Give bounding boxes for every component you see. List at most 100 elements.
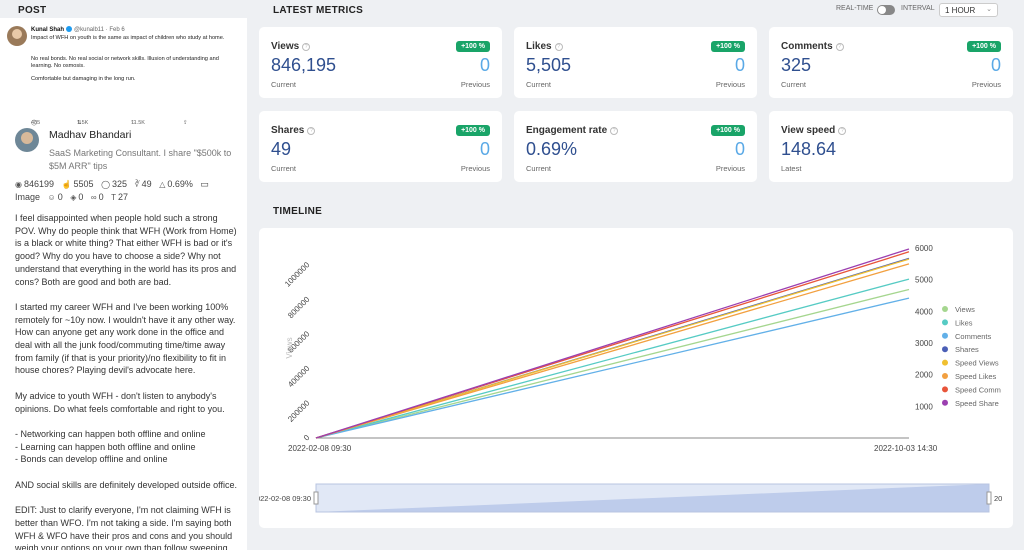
help-icon[interactable]: ? [307, 127, 316, 135]
realtime-toggle[interactable] [877, 5, 895, 15]
help-icon[interactable]: ? [835, 43, 844, 51]
flame-icon: △ [159, 180, 166, 189]
y-left-tick-label: 400000 [286, 364, 312, 390]
stat-1: ☺ 0 [48, 192, 63, 202]
metric-card-likes: Likes? +100 % 5,505 0 Current Previous [514, 27, 757, 98]
text-size-icon: T [111, 193, 117, 202]
legend-label: Speed Comm [955, 385, 1001, 394]
legend-swatch [942, 306, 948, 312]
embedded-tweet[interactable]: Kunal Shah @kunalb11 · Feb 6 Impact of WF… [7, 24, 240, 134]
share-icon[interactable]: ⇪ [183, 120, 188, 126]
metric-title-text: Engagement rate [526, 125, 608, 136]
metric-previous: 0 [479, 55, 490, 75]
thumbs-up-icon: ☝ [61, 180, 72, 189]
metric-current: 5,505 [526, 55, 572, 75]
stat-value: 27 [118, 192, 129, 202]
post-paragraph: EDIT: Just to clarify everyone, I'm not … [15, 505, 233, 550]
tweet-author-name: Kunal Shah [31, 27, 65, 33]
tag-icon: ◈ [70, 193, 77, 202]
metric-card-shares: Shares? +100 % 49 0 Current Previous [259, 111, 502, 182]
y-right-tick-label: 6000 [915, 244, 933, 253]
post-paragraph: - Networking can happen both offline and… [15, 428, 206, 465]
verified-icon [66, 26, 73, 32]
stat-shares: ∛ 49 [135, 179, 152, 189]
y-left-tick-label: 800000 [286, 294, 312, 320]
author-bio: SaaS Marketing Consultant. I share "$500… [49, 148, 232, 171]
slider-handle-right [986, 491, 992, 505]
change-badge: +100 % [711, 41, 745, 52]
legend-label: Speed Share [955, 399, 999, 408]
retweet-count: 1.5K [77, 120, 89, 126]
metric-previous: 0 [734, 55, 745, 75]
stat-comments: ◯ 325 [101, 179, 127, 189]
latest-metrics-title: LATEST METRICS [273, 5, 364, 16]
change-badge: +100 % [456, 41, 490, 52]
y-right-tick-label: 5000 [915, 276, 933, 285]
post-paragraph: My advice to youth WFH - don't listen to… [15, 390, 225, 414]
metric-card-view-speed: View speed? 148.64 Latest [769, 111, 1013, 182]
reply-count: 485 [31, 120, 41, 126]
series-line-likes [315, 278, 910, 439]
change-badge: +100 % [967, 41, 1001, 52]
realtime-label: REAL-TIME [836, 5, 874, 12]
heart-icon: ♡ [131, 120, 136, 126]
stat-4: T 27 [111, 192, 128, 202]
author-avatar [15, 128, 39, 152]
help-icon[interactable]: ? [554, 43, 563, 51]
metric-current: 846,195 [271, 55, 337, 75]
legend-swatch [942, 399, 948, 406]
post-section-title: POST [18, 5, 47, 16]
retweet-icon: ⇅ [77, 120, 82, 126]
help-icon[interactable]: ? [610, 127, 619, 135]
change-badge: +100 % [456, 125, 490, 136]
stat-value: 0.69% [167, 179, 193, 189]
series-line-speed-share [315, 248, 910, 439]
legend-label: Views [955, 305, 975, 314]
metric-previous: 0 [990, 55, 1001, 75]
chevron-down-icon: ⌄ [986, 6, 992, 13]
latest-label: Latest [781, 164, 802, 173]
author-name: Madhav Bhandari [49, 129, 132, 141]
stat-value: 325 [112, 179, 128, 189]
timeline-title: TIMELINE [273, 206, 323, 217]
previous-label: Previous [715, 80, 745, 89]
timeline-chart[interactable]: 0200000400000600000800000100000010002000… [259, 228, 1013, 528]
current-label: Current [271, 80, 297, 89]
previous-label: Previous [460, 80, 490, 89]
slider-end-label: 20 [994, 494, 1002, 503]
interval-value: 1 HOUR [945, 6, 976, 15]
timeline-card: 0 200000 400000 600000 800000 1000000 1000 2000… [259, 228, 1013, 528]
post-card: Kunal Shah @kunalb11 · Feb 6 Impact of WF… [0, 18, 247, 550]
help-icon[interactable]: ? [838, 127, 847, 135]
metric-current: 49 [271, 139, 292, 159]
metric-card-engagement-rate: Engagement rate? +100 % 0.69% 0 Current … [514, 111, 757, 182]
metric-title-text: Comments [781, 41, 833, 52]
current-label: Current [526, 80, 552, 89]
post-paragraph: I feel disappointed when people hold suc… [15, 213, 237, 287]
slider-area [316, 484, 989, 512]
help-icon[interactable]: ? [302, 43, 311, 51]
interval-label: INTERVAL [901, 5, 935, 12]
y-left-tick-label: 200000 [286, 398, 312, 424]
metric-card-comments: Comments? +100 % 325 0 Current Previous [769, 27, 1013, 98]
y-left-tick-label: 0 [302, 433, 312, 443]
legend-label: Speed Likes [955, 372, 997, 381]
slider-window [315, 483, 990, 513]
interval-select[interactable]: 1 HOUR ⌄ [939, 3, 998, 17]
metric-current: 0.69% [526, 139, 578, 159]
series-line-speed-likes [315, 263, 910, 439]
change-badge: +100 % [711, 125, 745, 136]
x-tick-label: 2022-10-03 14:30 [874, 444, 938, 453]
stat-value: 49 [141, 179, 152, 189]
post-paragraph: I started my career WFH and I've been wo… [15, 301, 236, 376]
post-body: I feel disappointed when people hold suc… [15, 212, 239, 550]
smile-icon: ☺ [47, 193, 56, 202]
eye-icon: ◉ [15, 180, 22, 189]
metric-title: Comments? [781, 41, 844, 52]
previous-label: Previous [715, 164, 745, 173]
stat-value: 846199 [23, 179, 55, 189]
legend-swatch [942, 359, 948, 366]
stat-value: 0 [57, 192, 63, 202]
y-right-tick-label: 3000 [915, 339, 933, 348]
stat-value: 0 [98, 192, 104, 202]
